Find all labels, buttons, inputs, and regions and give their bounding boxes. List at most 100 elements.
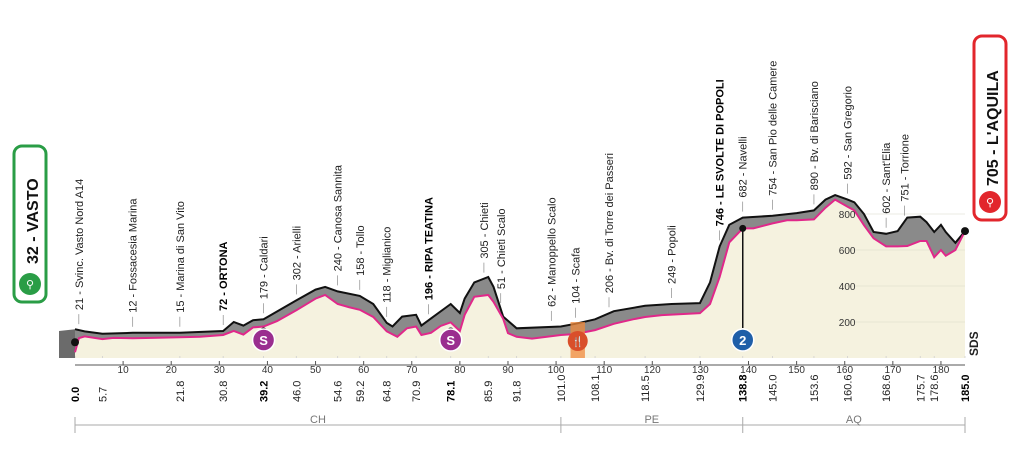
waypoint-label: 751 - Torrione [899, 134, 911, 202]
km-label: 129.9 [695, 374, 707, 402]
start-badge: 32 - VASTO ⚲ [12, 144, 48, 304]
profile-shadow-band [75, 195, 965, 353]
sprint-badge [251, 328, 276, 352]
region-label: AQ [846, 414, 862, 426]
x-tick-label: 10 [118, 365, 130, 376]
waypoint-label: 746 - LE SVOLTE DI POPOLI [715, 79, 727, 226]
waypoint-label: 602 - Sant'Elia [881, 142, 893, 214]
waypoint-label: 305 - Chieti [479, 202, 491, 258]
y-tick-label: 200 [839, 318, 856, 329]
waypoint-label: 21 - Svinc. Vasto Nord A14 [74, 179, 86, 310]
km-label: 185.0 [960, 374, 972, 402]
kom-dot [739, 224, 747, 232]
waypoint-label: 206 - Bv. di Torre dei Passeri [604, 153, 616, 293]
waypoint-label: 240 - Canosa Sannita [333, 164, 345, 271]
km-label: 178.6 [929, 374, 941, 402]
y-tick-label: 600 [839, 246, 856, 257]
profile-layer [59, 194, 966, 358]
start-dot [71, 338, 79, 347]
x-tick-label: 180 [933, 365, 950, 376]
marker-layer: 🍴 S S 2 [71, 224, 969, 358]
waypoint-label: 15 - Marina di San Vito [175, 201, 187, 313]
x-tick-label: 130 [692, 365, 709, 376]
waypoint-label: 12 - Fossacesia Marina [128, 198, 140, 313]
waypoint-label: 51 - Chieti Scalo [496, 208, 508, 289]
start-badge-inner [18, 150, 42, 298]
waypoint-label: 302 - Arielli [291, 226, 303, 280]
profile-elevation-line [74, 198, 966, 353]
profile-left-wall [59, 329, 75, 358]
waypoint-label: 158 - Tollo [355, 225, 367, 276]
km-label: 101.0 [556, 374, 568, 402]
svg-text:⚲: ⚲ [986, 196, 994, 209]
waypoint-label: 118 - Miglianico [382, 227, 394, 303]
km-label: 21.8 [175, 381, 187, 402]
start-label: 32 - VASTO [25, 178, 42, 264]
km-label: 85.9 [483, 381, 495, 402]
waypoint-label: 249 - Popoli [667, 225, 679, 284]
waypoint-label: 682 - Navelli [738, 136, 750, 197]
x-tick-label: 80 [454, 365, 466, 376]
km-label: 160.6 [843, 374, 855, 402]
x-tick-label: 160 [836, 365, 853, 376]
kom-badge [730, 328, 755, 352]
x-tick-label: 40 [262, 365, 274, 376]
km-label: 30.8 [218, 381, 230, 402]
svg-text:⚲: ⚲ [26, 278, 34, 291]
sds-watermark: SDS [967, 331, 981, 356]
waypoint-label: 104 - Scafa [570, 247, 582, 304]
km-label: 64.8 [382, 381, 394, 402]
sprint-badge-label: S [446, 333, 455, 348]
finish-dot [961, 227, 969, 236]
x-tick-label: 150 [788, 365, 805, 376]
x-tick-label: 140 [740, 365, 757, 376]
km-label: 70.9 [411, 381, 423, 402]
x-tick-label: 170 [884, 365, 901, 376]
feed-zone-icon [567, 331, 588, 351]
waypoint-label: 592 - San Gregorio [843, 86, 855, 180]
region-layer: CH PE AQ [74, 414, 966, 433]
waypoint-label: 62 - Manoppello Scalo [546, 197, 558, 306]
km-label: 46.0 [291, 381, 303, 402]
x-tick-label: 30 [214, 365, 226, 376]
feed-zone-icon-glyph: 🍴 [572, 335, 584, 348]
y-tick-label: 400 [839, 282, 856, 293]
km-label: 78.1 [446, 381, 458, 402]
sprint-badge [438, 328, 463, 352]
x-tick-label: 120 [644, 365, 661, 376]
y-tick-label: 800 [839, 210, 856, 221]
waypoint-label: 179 - Caldari [259, 236, 271, 299]
km-label: 54.6 [333, 381, 345, 402]
x-tick-label: 70 [406, 365, 418, 376]
x-tick-label: 60 [358, 365, 370, 376]
km-label: 108.1 [590, 374, 602, 402]
km-label: 145.0 [768, 374, 780, 402]
waypoint-label: 754 - San Pio delle Camere [768, 61, 780, 196]
waypoint-label: 890 - Bv. di Barisciano [809, 81, 821, 190]
x-tick-label: 110 [596, 365, 612, 376]
x-tick-layer: 10 20 30 40 50 60 70 80 90 100 110 120 130 140 150 160 1… [75, 361, 965, 376]
waypoint-layer: 21 - Svinc. Vasto Nord A14 12 - Fossacesi… [74, 61, 911, 327]
km-label: 168.6 [881, 374, 893, 402]
finish-badge: 705 - L'AQUILA ⚲ [972, 34, 1008, 222]
finish-badge-frame [972, 34, 1008, 222]
x-tick-label: 100 [548, 365, 565, 376]
finish-label: 705 - L'AQUILA [985, 70, 1002, 186]
km-label: 59.2 [355, 381, 367, 402]
km-label: 91.8 [512, 381, 524, 402]
km-label: 175.7 [915, 374, 927, 402]
x-tick-label: 50 [310, 365, 322, 376]
km-label: 5.7 [97, 387, 109, 402]
profile-top-line [74, 194, 966, 335]
km-label: 138.8 [738, 374, 750, 402]
region-label: CH [310, 414, 326, 426]
kom-badge-label: 2 [739, 333, 746, 348]
sprint-badge-label: S [259, 333, 268, 348]
x-tick-label: 20 [166, 365, 178, 376]
km-label: 0.0 [70, 387, 82, 402]
region-label: PE [644, 414, 659, 426]
waypoint-label: 72 - ORTONA [218, 241, 230, 311]
km-label: 39.2 [259, 381, 271, 402]
finish-bike-icon [979, 191, 1001, 213]
